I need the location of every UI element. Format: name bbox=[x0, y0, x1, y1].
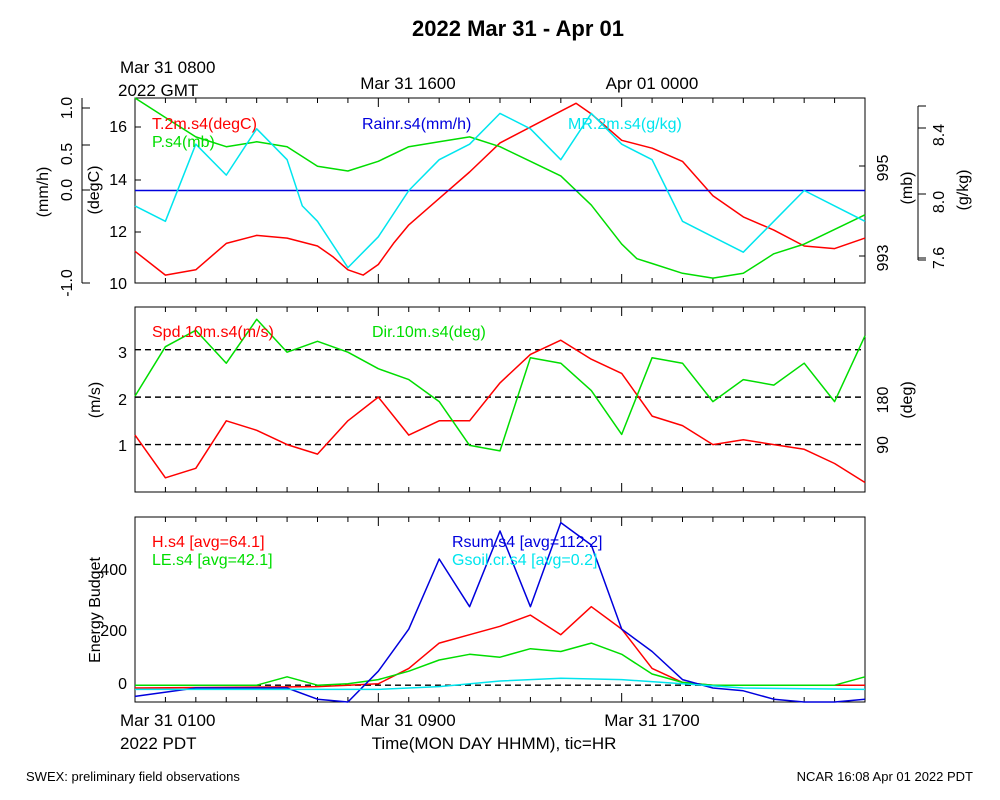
gmt-year-label: 2022 GMT bbox=[118, 81, 198, 100]
footer-timestamp: NCAR 16:08 Apr 01 2022 PDT bbox=[797, 769, 973, 784]
panel-energy: 400 200 0 Energy Budget H.s4 [avg=64.1] … bbox=[87, 516, 866, 703]
panel-energy-xticks bbox=[134, 517, 866, 702]
energy-tick-0: 0 bbox=[118, 676, 127, 693]
gmt-right-label: Apr 01 0000 bbox=[606, 74, 699, 93]
series-line-spd-10m-s4-m-s- bbox=[134, 339, 866, 484]
legend-h: H.s4 [avg=64.1] bbox=[152, 534, 265, 551]
panel-thermo: 1.0 0.5 0.0 -1.0 (mm/h) 16 14 12 10 (deg… bbox=[35, 97, 972, 297]
rain-tick-0.5: 0.5 bbox=[59, 143, 76, 165]
series-line-rsum-s4 bbox=[134, 521, 866, 703]
chart-title: 2022 Mar 31 - Apr 01 bbox=[412, 16, 624, 41]
temp-tick-10: 10 bbox=[109, 276, 127, 293]
energy-axis-label: Energy Budget bbox=[87, 557, 104, 663]
legend-rain: Rainr.s4(mm/h) bbox=[362, 116, 471, 133]
rain-tick-1.0: 1.0 bbox=[59, 97, 76, 119]
series-line-gsoil-cr-s4 bbox=[135, 677, 866, 691]
energy-tick-200: 200 bbox=[100, 623, 127, 640]
legend-rsum: Rsum.s4 [avg=112.2] bbox=[452, 534, 602, 551]
mr-tick-8.4: 8.4 bbox=[931, 124, 948, 146]
energy-tick-400: 400 bbox=[100, 562, 127, 579]
series-line-p-s4-mb- bbox=[134, 97, 866, 279]
panel-thermo-xticks bbox=[82, 98, 926, 284]
pdt-mid-label: Mar 31 0900 bbox=[360, 711, 455, 730]
panel-energy-series bbox=[134, 521, 866, 703]
pdt-start-label: Mar 31 0100 bbox=[120, 711, 215, 730]
gmt-start-label: Mar 31 0800 bbox=[120, 58, 215, 77]
temp-tick-12: 12 bbox=[109, 224, 127, 241]
temp-tick-14: 14 bbox=[109, 172, 127, 189]
panel-wind-xticks bbox=[134, 307, 866, 492]
series-line-le-s4 bbox=[135, 642, 866, 686]
temp-tick-16: 16 bbox=[109, 119, 127, 136]
speed-tick-1: 1 bbox=[118, 438, 127, 455]
series-line-dir-10m-s4-deg- bbox=[134, 318, 866, 452]
x-axis-label: Time(MON DAY HHMM), tic=HR bbox=[372, 734, 617, 753]
footer-source: SWEX: preliminary field observations bbox=[26, 769, 240, 784]
legend-speed: Spd.10m.s4(m/s) bbox=[152, 324, 274, 341]
dir-tick-90: 90 bbox=[875, 436, 892, 454]
rain-tick-0.0: 0.0 bbox=[59, 179, 76, 201]
mr-tick-8.0: 8.0 bbox=[931, 191, 948, 213]
dir-tick-180: 180 bbox=[875, 387, 892, 414]
series-line-mr-2m-s4-g-kg- bbox=[134, 112, 866, 269]
series-line-h-s4 bbox=[134, 605, 865, 689]
pres-axis-label: (mb) bbox=[899, 172, 916, 205]
legend-dir: Dir.10m.s4(deg) bbox=[372, 324, 486, 341]
speed-axis-label: (m/s) bbox=[87, 382, 104, 418]
rain-axis-label: (mm/h) bbox=[35, 167, 52, 218]
rain-tick-neg1.0: -1.0 bbox=[59, 269, 76, 297]
pres-tick-995: 995 bbox=[875, 155, 892, 182]
legend-mr: MR.2m.s4(g/kg) bbox=[568, 116, 682, 133]
legend-le: LE.s4 [avg=42.1] bbox=[152, 552, 273, 569]
legend-gsoil: Gsoil.cr.s4 [avg=0.2] bbox=[452, 552, 597, 569]
speed-tick-2: 2 bbox=[118, 392, 127, 409]
dir-axis-label: (deg) bbox=[899, 381, 916, 418]
pdt-right-label: Mar 31 1700 bbox=[604, 711, 699, 730]
gmt-mid-label: Mar 31 1600 bbox=[360, 74, 455, 93]
mr-tick-7.6: 7.6 bbox=[931, 247, 948, 269]
mr-axis-label: (g/kg) bbox=[955, 170, 972, 211]
pdt-year-label: 2022 PDT bbox=[120, 734, 197, 753]
speed-tick-3: 3 bbox=[118, 345, 127, 362]
temp-axis-label: (degC) bbox=[86, 166, 103, 215]
panel-thermo-series bbox=[134, 97, 866, 279]
series-line-t-2m-s4-degc- bbox=[134, 102, 866, 276]
panel-wind-series bbox=[134, 318, 866, 484]
panel-wind: 3 2 1 (m/s) 180 90 (deg) Spd.10m.s4(m/s)… bbox=[87, 306, 916, 493]
legend-pres: P.s4(mb) bbox=[152, 134, 215, 151]
pres-tick-993: 993 bbox=[875, 245, 892, 272]
legend-temp: T.2m.s4(degC) bbox=[152, 116, 257, 133]
